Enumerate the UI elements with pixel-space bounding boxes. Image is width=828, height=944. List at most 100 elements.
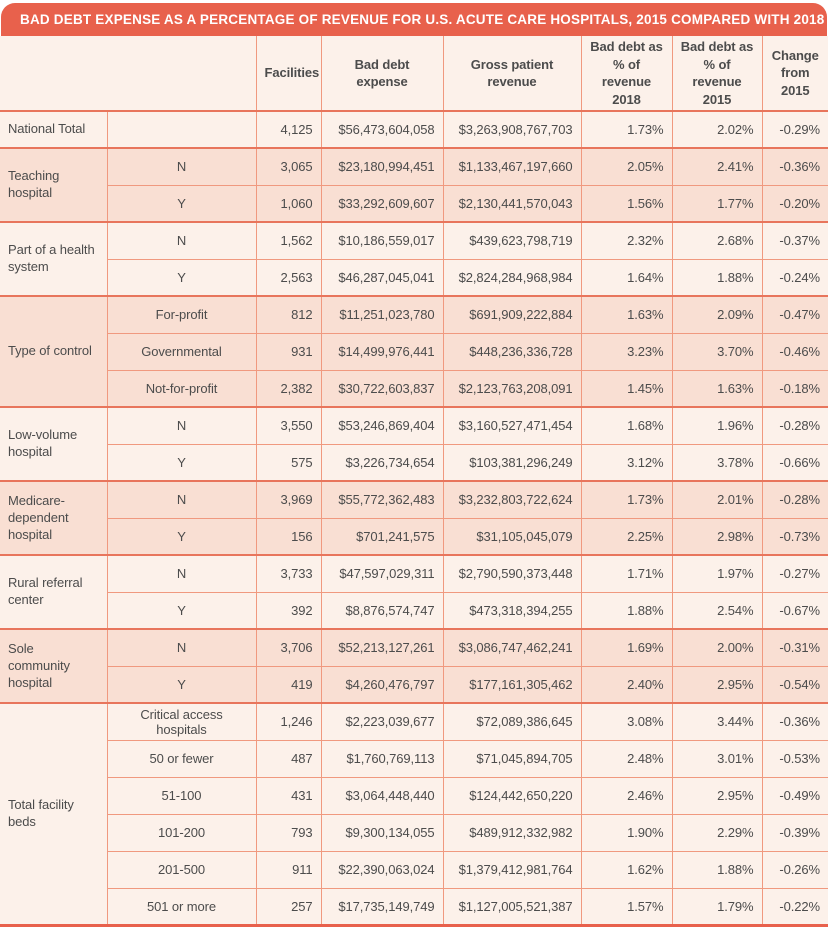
pct-revenue-2018-cell: 2.25% (580, 517, 673, 556)
table-row: National Total 4,125 $56,473,604,058 $3,263… (0, 110, 828, 149)
pct-revenue-2018-cell: 2.40% (580, 665, 673, 704)
pct-revenue-2018-cell: 3.23% (580, 332, 673, 371)
change-from-2015-cell: -0.46% (761, 332, 828, 371)
header-pct-revenue-2015: Bad debt as % of revenue 2015 (671, 36, 763, 112)
table-row: Total facility beds Critical access hospi… (0, 702, 828, 926)
pct-revenue-2015-cell: 3.01% (671, 739, 763, 778)
change-from-2015-cell: -0.66% (761, 443, 828, 482)
change-from-2015-cell: -0.37% (761, 221, 828, 260)
bad-debt-expense-cell: $47,597,029,311 (320, 554, 444, 593)
pct-revenue-2015-cell: 1.88% (671, 850, 763, 889)
facilities-cell: 1,246 (255, 702, 322, 741)
table-row: 501 or more 257 $17,735,149,749 $1,127,005,… (0, 887, 828, 926)
subgroup-cell: Y (107, 591, 257, 630)
pct-revenue-2018-cell: 1.62% (580, 850, 673, 889)
subgroup-cell: Y (107, 443, 257, 482)
row-group-label: National Total (0, 110, 108, 149)
table-row: Y 2,563 $46,287,045,041 $2,824,284,968,984 1… (0, 258, 828, 297)
subgroup-cell: 501 or more (107, 887, 257, 926)
change-from-2015-cell: -0.28% (761, 480, 828, 519)
gross-patient-revenue-cell: $31,105,045,079 (442, 517, 582, 556)
facilities-cell: 575 (255, 443, 322, 482)
table-row: 201-500 911 $22,390,063,024 $1,379,412,981,… (0, 850, 828, 889)
change-from-2015-cell: -0.28% (761, 406, 828, 445)
table-row: Y 419 $4,260,476,797 $177,161,305,462 2.40% 2… (0, 665, 828, 704)
facilities-cell: 3,969 (255, 480, 322, 519)
table-row: Not-for-profit 2,382 $30,722,603,837 $2,123… (0, 369, 828, 408)
pct-revenue-2015-cell: 2.41% (671, 147, 763, 186)
bad-debt-expense-cell: $1,760,769,113 (320, 739, 444, 778)
table-row: Low-volume hospital N 3,550 $53,246,869,404… (0, 406, 828, 482)
table-row: 101-200 793 $9,300,134,055 $489,912,332,982… (0, 813, 828, 852)
change-from-2015-cell: -0.49% (761, 776, 828, 815)
pct-revenue-2015-cell: 2.01% (671, 480, 763, 519)
pct-revenue-2018-cell: 1.68% (580, 406, 673, 445)
facilities-cell: 2,382 (255, 369, 322, 408)
gross-patient-revenue-cell: $489,912,332,982 (442, 813, 582, 852)
row-group-label: Type of control (0, 295, 108, 408)
facilities-cell: 392 (255, 591, 322, 630)
figure-title-bar: BAD DEBT EXPENSE AS A PERCENTAGE OF REVE… (1, 3, 827, 36)
pct-revenue-2015-cell: 2.54% (671, 591, 763, 630)
row-group-label: Teaching hospital (0, 147, 108, 223)
pct-revenue-2015-cell: 2.29% (671, 813, 763, 852)
facilities-cell: 257 (255, 887, 322, 926)
gross-patient-revenue-cell: $1,133,467,197,660 (442, 147, 582, 186)
table-body: National Total 4,125 $56,473,604,058 $3,263… (0, 110, 828, 926)
facilities-cell: 4,125 (255, 110, 322, 149)
gross-patient-revenue-cell: $3,160,527,471,454 (442, 406, 582, 445)
gross-patient-revenue-cell: $3,232,803,722,624 (442, 480, 582, 519)
pct-revenue-2015-cell: 1.79% (671, 887, 763, 926)
table-row: Teaching hospital N 3,065 $23,180,994,451 $1… (0, 147, 828, 223)
change-from-2015-cell: -0.31% (761, 628, 828, 667)
gross-patient-revenue-cell: $103,381,296,249 (442, 443, 582, 482)
table-row: 51-100 431 $3,064,448,440 $124,442,650,220 2… (0, 776, 828, 815)
gross-patient-revenue-cell: $177,161,305,462 (442, 665, 582, 704)
gross-patient-revenue-cell: $691,909,222,884 (442, 295, 582, 334)
pct-revenue-2018-cell: 2.05% (580, 147, 673, 186)
pct-revenue-2018-cell: 1.90% (580, 813, 673, 852)
header-gross-patient-revenue: Gross patient revenue (442, 36, 582, 112)
subgroup-cell: N (106, 147, 257, 186)
pct-revenue-2018-cell: 1.73% (580, 110, 673, 149)
header-facilities: Facilities (255, 36, 322, 112)
subgroup-cell: N (106, 221, 257, 260)
header-row: Facilities Bad debt expense Gross patien… (0, 36, 828, 112)
pct-revenue-2015-cell: 1.88% (671, 258, 763, 297)
bad-debt-expense-cell: $14,499,976,441 (320, 332, 444, 371)
pct-revenue-2018-cell: 3.08% (580, 702, 673, 741)
gross-patient-revenue-cell: $2,824,284,968,984 (442, 258, 582, 297)
figure-title: BAD DEBT EXPENSE AS A PERCENTAGE OF REVE… (20, 12, 825, 27)
change-from-2015-cell: -0.67% (761, 591, 828, 630)
header-blank-cell (0, 36, 257, 112)
bad-debt-expense-cell: $23,180,994,451 (320, 147, 444, 186)
change-from-2015-cell: -0.29% (761, 110, 828, 149)
bad-debt-expense-cell: $701,241,575 (320, 517, 444, 556)
change-from-2015-cell: -0.73% (761, 517, 828, 556)
bad-debt-expense-cell: $8,876,574,747 (320, 591, 444, 630)
change-from-2015-cell: -0.47% (761, 295, 828, 334)
bad-debt-expense-cell: $10,186,559,017 (320, 221, 444, 260)
pct-revenue-2015-cell: 2.02% (671, 110, 763, 149)
table-row: Y 392 $8,876,574,747 $473,318,394,255 1.88% 2… (0, 591, 828, 630)
facilities-cell: 419 (255, 665, 322, 704)
subgroup-cell: Y (107, 665, 257, 704)
subgroup-cell: N (106, 554, 257, 593)
pct-revenue-2015-cell: 3.44% (671, 702, 763, 741)
table-row: Y 1,060 $33,292,609,607 $2,130,441,570,043 1… (0, 184, 828, 223)
bad-debt-expense-cell: $46,287,045,041 (320, 258, 444, 297)
pct-revenue-2015-cell: 2.95% (671, 776, 763, 815)
facilities-cell: 3,550 (255, 406, 322, 445)
change-from-2015-cell: -0.27% (761, 554, 828, 593)
pct-revenue-2015-cell: 2.95% (671, 665, 763, 704)
change-from-2015-cell: -0.36% (761, 702, 828, 741)
subgroup-cell: Y (107, 184, 257, 223)
header-bad-debt-expense: Bad debt expense (320, 36, 444, 112)
gross-patient-revenue-cell: $448,236,336,728 (442, 332, 582, 371)
pct-revenue-2018-cell: 1.56% (580, 184, 673, 223)
pct-revenue-2018-cell: 1.57% (580, 887, 673, 926)
pct-revenue-2018-cell: 2.48% (580, 739, 673, 778)
facilities-cell: 2,563 (255, 258, 322, 297)
change-from-2015-cell: -0.22% (761, 887, 828, 926)
change-from-2015-cell: -0.36% (761, 147, 828, 186)
